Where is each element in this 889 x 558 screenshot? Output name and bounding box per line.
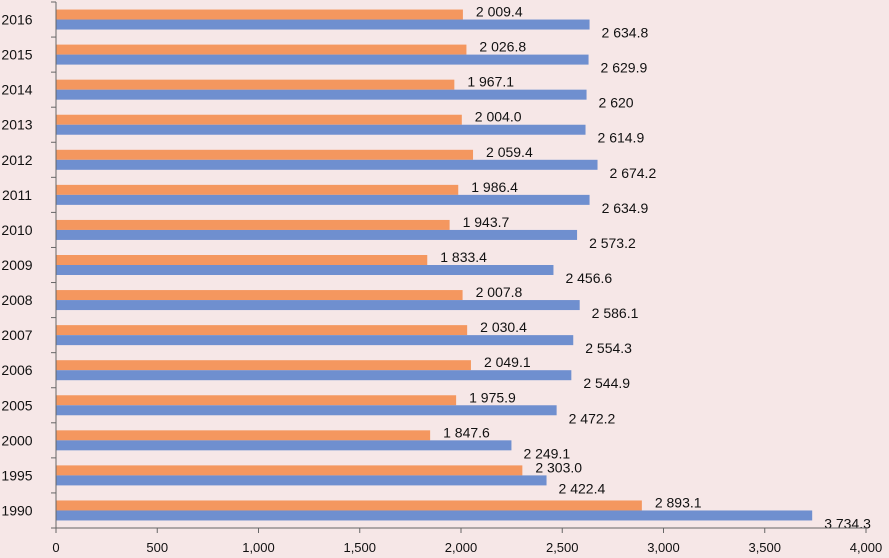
data-label-2010-series-2: 2 573.2 bbox=[589, 235, 636, 251]
x-tick-label-1000: 1,000 bbox=[242, 540, 275, 555]
x-tick-label-0: 0 bbox=[52, 540, 59, 555]
category-label-2012: 2012 bbox=[1, 152, 32, 168]
category-label-2007: 2007 bbox=[1, 327, 32, 343]
data-label-2014-series-2: 2 620 bbox=[599, 95, 634, 111]
data-label-2007-series-1: 2 030.4 bbox=[480, 319, 527, 335]
bar-2015-series-1 bbox=[56, 44, 467, 55]
bar-1990-series-2 bbox=[56, 510, 813, 521]
bar-2005-series-1 bbox=[56, 395, 457, 406]
category-label-1990: 1990 bbox=[1, 502, 32, 518]
bar-2008-series-2 bbox=[56, 300, 580, 311]
category-label-2008: 2008 bbox=[1, 292, 32, 308]
category-label-2014: 2014 bbox=[1, 82, 32, 98]
bar-2016-series-2 bbox=[56, 19, 590, 30]
bar-2000-series-1 bbox=[56, 430, 431, 441]
bar-1990-series-1 bbox=[56, 500, 642, 511]
data-label-2009-series-1: 1 833.4 bbox=[440, 249, 487, 265]
bar-2009-series-1 bbox=[56, 255, 428, 265]
bar-2010-series-1 bbox=[56, 219, 450, 230]
x-tick-label-2500: 2,500 bbox=[546, 540, 579, 555]
data-label-2012-series-1: 2 059.4 bbox=[486, 144, 533, 160]
data-label-1995-series-2: 2 422.4 bbox=[559, 480, 606, 496]
data-label-1990-series-2: 3 734.3 bbox=[824, 515, 871, 531]
x-tick-label-500: 500 bbox=[146, 540, 168, 555]
data-label-2007-series-2: 2 554.3 bbox=[585, 340, 632, 356]
bar-2015-series-2 bbox=[56, 54, 589, 65]
category-label-2013: 2013 bbox=[1, 117, 32, 133]
bar-2011-series-2 bbox=[56, 194, 590, 205]
data-label-2011-series-1: 1 986.4 bbox=[471, 179, 518, 195]
data-label-2000-series-2: 2 249.1 bbox=[523, 445, 570, 461]
data-label-2013-series-2: 2 614.9 bbox=[598, 130, 645, 146]
bar-1995-series-1 bbox=[56, 465, 523, 476]
category-label-1995: 1995 bbox=[1, 467, 32, 483]
bar-2000-series-2 bbox=[56, 440, 512, 451]
bar-2005-series-2 bbox=[56, 405, 557, 416]
bar-2014-series-1 bbox=[56, 79, 455, 90]
data-labels-layer: 2 893.1 3 734.3 2 303.0 2 422.4 1 847.6 2 249… bbox=[440, 4, 871, 532]
x-tick-label-3500: 3,500 bbox=[748, 540, 781, 555]
bar-2006-series-1 bbox=[56, 360, 471, 371]
bar-2006-series-2 bbox=[56, 370, 572, 381]
bar-2013-series-1 bbox=[56, 114, 462, 125]
data-label-2006-series-2: 2 544.9 bbox=[583, 375, 630, 391]
bar-2014-series-2 bbox=[56, 89, 587, 100]
x-tick-label-1500: 1,500 bbox=[343, 540, 376, 555]
data-label-2016-series-2: 2 634.8 bbox=[602, 25, 649, 41]
data-label-2013-series-1: 2 004.0 bbox=[475, 109, 522, 125]
bar-2008-series-1 bbox=[56, 290, 463, 301]
category-label-2000: 2000 bbox=[1, 432, 32, 448]
bar-2009-series-2 bbox=[56, 265, 554, 275]
category-label-2005: 2005 bbox=[1, 397, 32, 413]
x-tick-label-3000: 3,000 bbox=[647, 540, 680, 555]
data-label-2015-series-1: 2 026.8 bbox=[479, 39, 526, 55]
data-label-2010-series-1: 1 943.7 bbox=[463, 214, 510, 230]
category-label-2011: 2011 bbox=[2, 187, 32, 203]
data-label-2009-series-2: 2 456.6 bbox=[565, 270, 612, 286]
bar-2007-series-2 bbox=[56, 335, 574, 346]
data-label-2008-series-1: 2 007.8 bbox=[476, 284, 523, 300]
data-label-2005-series-2: 2 472.2 bbox=[569, 410, 616, 426]
x-tick-label-2000: 2,000 bbox=[445, 540, 478, 555]
data-label-2015-series-2: 2 629.9 bbox=[601, 60, 648, 76]
bar-2016-series-1 bbox=[56, 9, 463, 20]
data-label-1995-series-1: 2 303.0 bbox=[535, 459, 582, 475]
data-label-1990-series-1: 2 893.1 bbox=[655, 494, 702, 510]
bar-1995-series-2 bbox=[56, 475, 547, 486]
bar-2012-series-2 bbox=[56, 159, 598, 170]
bar-2011-series-1 bbox=[56, 184, 459, 195]
category-label-2015: 2015 bbox=[1, 47, 32, 63]
category-label-2009: 2009 bbox=[1, 257, 32, 273]
category-label-2010: 2010 bbox=[1, 222, 32, 238]
bar-2013-series-2 bbox=[56, 124, 586, 135]
bar-2012-series-1 bbox=[56, 149, 474, 160]
category-label-2006: 2006 bbox=[1, 362, 32, 378]
data-label-2005-series-1: 1 975.9 bbox=[469, 389, 516, 405]
x-tick-label-4000: 4,000 bbox=[850, 540, 883, 555]
data-label-2012-series-2: 2 674.2 bbox=[610, 165, 657, 181]
category-label-2016: 2016 bbox=[1, 12, 32, 28]
bar-2007-series-1 bbox=[56, 325, 468, 336]
data-label-2016-series-1: 2 009.4 bbox=[476, 4, 523, 20]
data-label-2011-series-2: 2 634.9 bbox=[602, 200, 649, 216]
data-label-2014-series-1: 1 967.1 bbox=[467, 74, 514, 90]
data-label-2008-series-2: 2 586.1 bbox=[592, 305, 639, 321]
data-label-2000-series-1: 1 847.6 bbox=[443, 424, 490, 440]
bars-layer bbox=[56, 9, 813, 521]
data-label-2006-series-1: 2 049.1 bbox=[484, 354, 531, 370]
bar-2010-series-2 bbox=[56, 229, 578, 240]
